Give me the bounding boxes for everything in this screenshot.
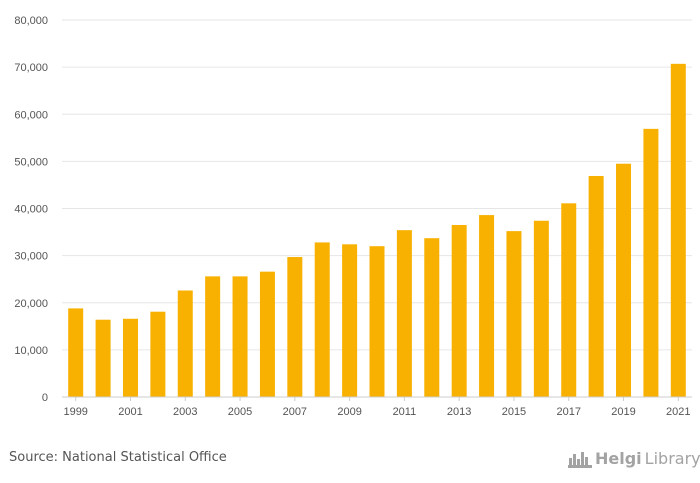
bar-2004 xyxy=(205,276,221,397)
y-tick-label: 0 xyxy=(42,392,48,404)
bar-2009 xyxy=(342,244,358,397)
logo-text-bold: Helgi xyxy=(595,449,642,468)
y-tick-label: 70,000 xyxy=(14,62,48,74)
bar-2006 xyxy=(259,271,275,397)
x-axis: 1999 2001 2003 2005 2007 2009 2011 2013 2015 2017… xyxy=(63,397,691,418)
bar-series xyxy=(68,63,686,398)
bar-2003 xyxy=(177,290,193,397)
x-tick-label: 2021 xyxy=(666,406,690,418)
bar-2019 xyxy=(616,163,632,397)
y-tick-label: 20,000 xyxy=(14,298,48,310)
logo-text-light: Library. xyxy=(644,449,700,468)
helgi-library-logo[interactable]: Helgi Library. xyxy=(568,449,700,468)
y-tick-label: 30,000 xyxy=(14,251,48,263)
bar-2007 xyxy=(287,257,303,397)
y-tick-label: 50,000 xyxy=(14,156,48,168)
bar-2021 xyxy=(670,63,686,398)
y-tick-label: 80,000 xyxy=(14,15,48,27)
bar-2005 xyxy=(232,276,248,397)
x-tick-label: 2001 xyxy=(118,406,142,418)
bar-2018 xyxy=(588,175,604,397)
x-tick-label: 2011 xyxy=(393,406,417,418)
bar-2020 xyxy=(643,128,659,397)
bar-2010 xyxy=(369,246,385,397)
x-tick-label: 2003 xyxy=(173,406,197,418)
bar-2011 xyxy=(396,230,412,397)
x-tick-label: 2017 xyxy=(556,406,580,418)
bar-2015 xyxy=(506,231,522,397)
bar-2016 xyxy=(533,220,549,397)
city-skyline-icon xyxy=(568,451,592,468)
bar-2002 xyxy=(150,311,166,397)
bar-2001 xyxy=(122,318,138,397)
x-tick-label: 2015 xyxy=(502,406,526,418)
bar-2014 xyxy=(479,215,495,397)
x-tick-label: 2009 xyxy=(337,406,361,418)
bar-2017 xyxy=(561,203,577,397)
x-tick-label: 2019 xyxy=(611,406,635,418)
x-tick-label: 2005 xyxy=(228,406,252,418)
bar-2008 xyxy=(314,242,330,397)
bar-chart: 0 10,000 20,000 30,000 40,000 50,000 60,000 70,… xyxy=(14,15,692,418)
bar-2012 xyxy=(424,238,440,397)
y-tick-label: 40,000 xyxy=(14,204,48,216)
x-tick-label: 1999 xyxy=(63,406,87,418)
bar-2013 xyxy=(451,224,467,397)
y-tick-label: 60,000 xyxy=(14,109,48,121)
bar-2000 xyxy=(95,319,111,397)
source-note: Source: National Statistical Office xyxy=(9,450,227,465)
x-tick-label: 2013 xyxy=(447,406,471,418)
bar-1999 xyxy=(68,308,84,397)
x-tick-label: 2007 xyxy=(283,406,307,418)
y-tick-label: 10,000 xyxy=(14,345,48,357)
y-axis: 0 10,000 20,000 30,000 40,000 50,000 60,000 70,… xyxy=(14,15,48,404)
